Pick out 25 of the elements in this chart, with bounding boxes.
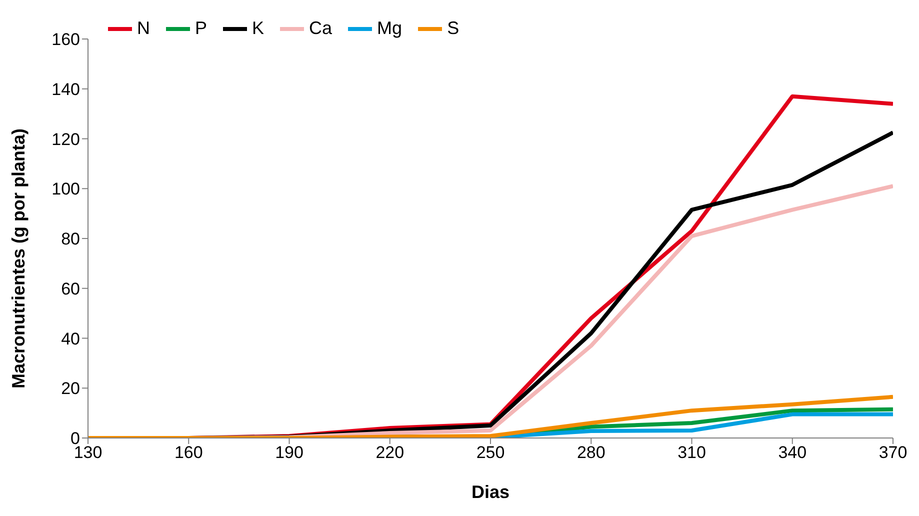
- legend-label: P: [194, 18, 208, 39]
- x-tick-label: 220: [376, 443, 404, 462]
- y-tick-label: 20: [61, 379, 80, 398]
- x-tick-label: 160: [174, 443, 203, 462]
- x-axis-title: Dias: [471, 482, 510, 502]
- y-tick-label: 100: [52, 180, 80, 199]
- y-tick-label: 60: [61, 279, 80, 298]
- y-tick-label: 120: [52, 130, 80, 149]
- y-tick-label: 160: [52, 30, 80, 50]
- legend-label: Ca: [308, 18, 332, 39]
- y-axis-title: Macronutrientes (g por planta): [8, 128, 28, 388]
- x-tick-label: 370: [878, 443, 908, 462]
- legend-label: S: [446, 18, 460, 39]
- legend-label: Mg: [376, 18, 402, 39]
- x-tick-label: 340: [778, 443, 807, 462]
- y-tick-label: 80: [61, 230, 80, 249]
- legend-label: N: [136, 18, 150, 39]
- legend-label: K: [251, 18, 264, 39]
- y-tick-label: 140: [52, 80, 80, 99]
- x-tick-label: 130: [74, 443, 102, 462]
- x-tick-label: 250: [476, 443, 505, 462]
- x-tick-label: 280: [576, 443, 606, 462]
- x-tick-label: 190: [275, 443, 304, 462]
- x-tick-label: 310: [678, 443, 706, 462]
- y-tick-label: 40: [61, 329, 80, 348]
